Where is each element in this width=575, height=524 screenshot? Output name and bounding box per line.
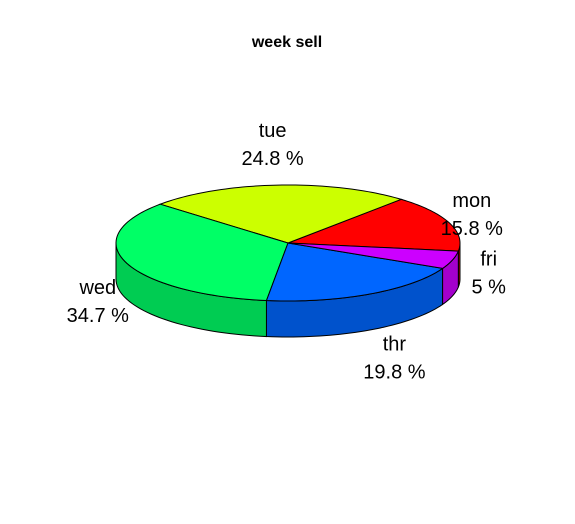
slice-pct-fri: 5 % bbox=[471, 277, 506, 299]
slice-label-tue: tue bbox=[259, 120, 287, 142]
slice-pct-wed: 34.7 % bbox=[67, 305, 129, 327]
slice-label-thr: thr bbox=[383, 333, 407, 355]
slice-tue bbox=[158, 184, 403, 244]
slice-pct-mon: 15.8 % bbox=[441, 218, 503, 240]
slice-pct-tue: 24.8 % bbox=[241, 148, 303, 170]
slice-label-wed: wed bbox=[78, 277, 116, 299]
slice-label-fri: fri bbox=[480, 249, 497, 271]
slice-pct-thr: 19.8 % bbox=[363, 361, 425, 383]
slice-wed bbox=[115, 203, 289, 302]
chart-title: week sell bbox=[251, 34, 322, 51]
slice-label-mon: mon bbox=[452, 190, 491, 212]
slice-thr bbox=[265, 242, 444, 302]
pie-labels: mon 15.8 % tue 24.8 % wed 34.7 % thr 19.8 % fri 5… bbox=[67, 120, 506, 383]
pie-tops bbox=[115, 184, 461, 302]
slice-fri bbox=[287, 242, 460, 269]
slice-mon bbox=[287, 198, 461, 252]
